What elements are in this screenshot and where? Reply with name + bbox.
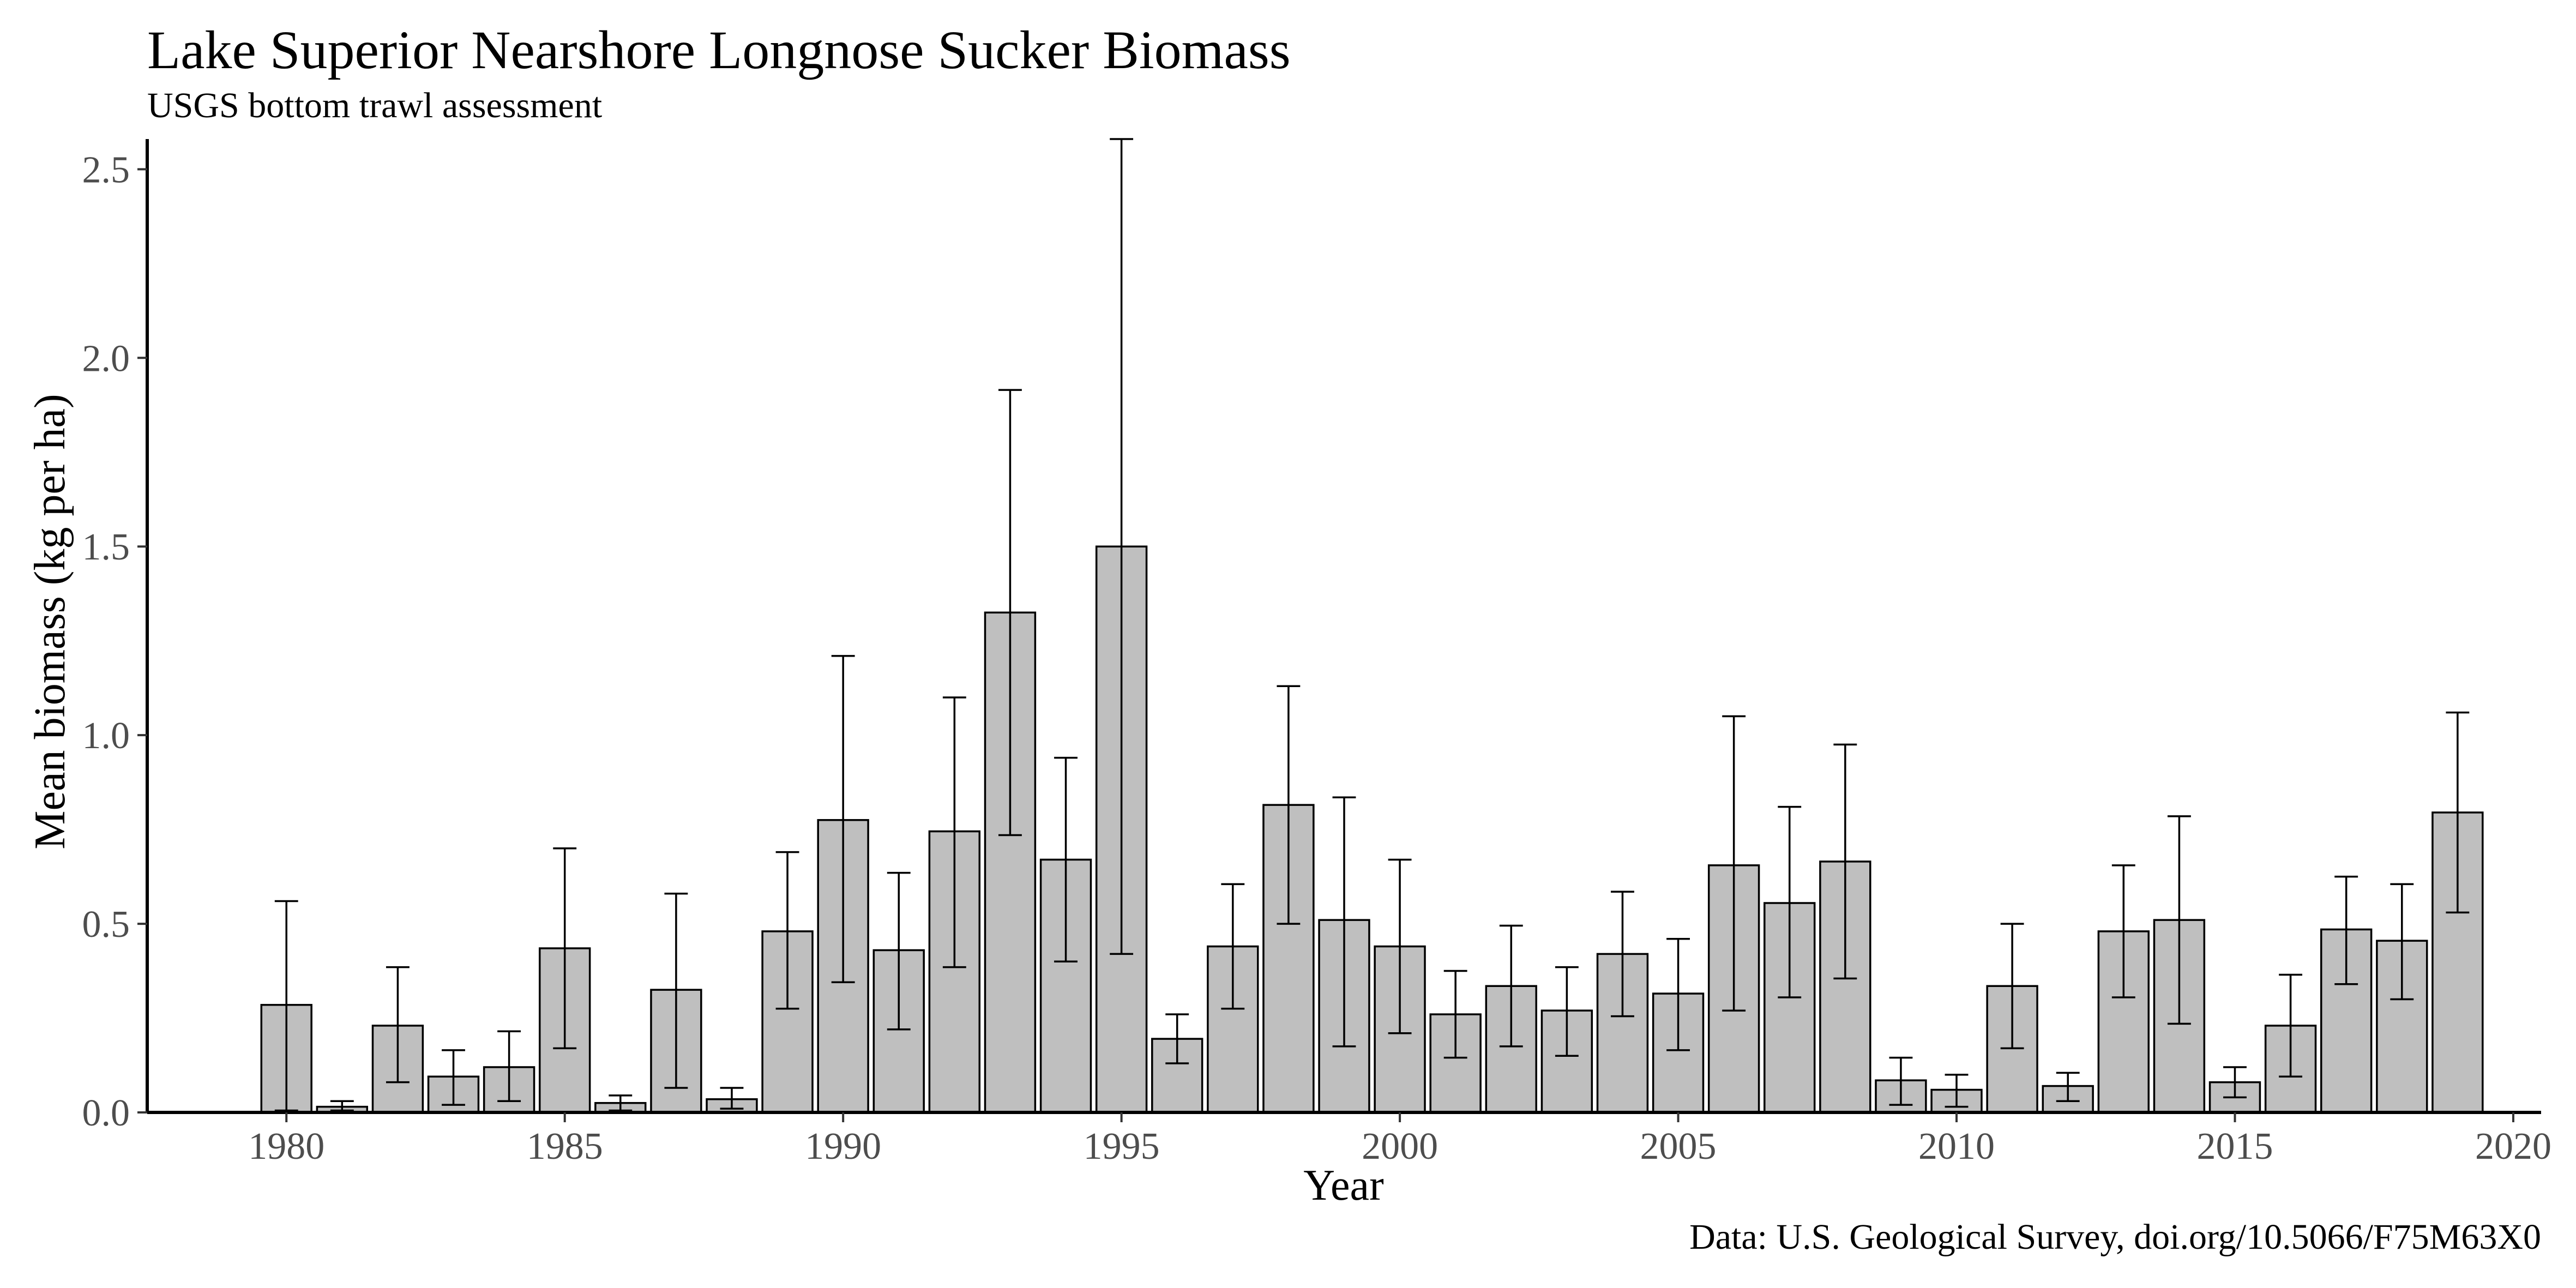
error-bar-1999 (1332, 796, 1356, 1048)
chart-title: Lake Superior Nearshore Longnose Sucker … (147, 20, 1291, 80)
error-bar-1998 (1277, 685, 1301, 925)
error-bar-2000 (1388, 858, 1412, 1034)
error-bars-group (274, 138, 2470, 1112)
axes-group (146, 139, 2541, 1114)
error-bar-1985 (553, 847, 577, 1050)
error-bar-1991 (887, 871, 911, 1031)
error-bar-1982 (386, 966, 410, 1084)
x-ticks-group: 1980 1985 1990 1995 2000 2005 2010 2015 2020 (248, 1112, 2551, 1167)
error-bar-1997 (1221, 883, 1245, 1010)
error-bar-1980 (274, 900, 298, 1112)
error-bar-1981 (330, 1100, 354, 1112)
error-bar-2001 (1443, 970, 1467, 1059)
error-bar-1990 (831, 655, 855, 984)
x-tick-label-1995: 1995 (1084, 1126, 1160, 1167)
error-bar-2007 (1778, 805, 1802, 998)
error-bar-2019 (2446, 711, 2470, 914)
bars-group (260, 545, 2484, 1114)
error-bar-2006 (1722, 715, 1746, 1012)
error-bar-2003 (1555, 966, 1579, 1057)
x-tick-label-1980: 1980 (248, 1126, 324, 1167)
error-bar-2010 (1945, 1074, 1969, 1108)
x-tick-label-2010: 2010 (1918, 1126, 1995, 1167)
y-tick-label-0.5: 0.5 (82, 904, 130, 946)
error-bar-2017 (2334, 875, 2358, 985)
error-bar-1983 (442, 1049, 465, 1106)
error-bar-2014 (2167, 815, 2191, 1025)
y-tick-label-1.5: 1.5 (82, 526, 130, 568)
error-bar-2009 (1889, 1056, 1913, 1106)
error-bar-1986 (609, 1094, 633, 1112)
x-tick-label-2005: 2005 (1640, 1126, 1717, 1167)
error-bar-1995 (1110, 138, 1134, 955)
error-bar-2011 (2000, 923, 2024, 1050)
error-bar-1989 (775, 851, 799, 1010)
x-tick-label-2020: 2020 (2475, 1126, 2551, 1167)
error-bar-1988 (720, 1087, 744, 1110)
error-bar-2013 (2111, 864, 2135, 998)
error-bar-1992 (942, 696, 966, 968)
x-axis-title: Year (1303, 1161, 1383, 1209)
error-bar-1993 (998, 389, 1022, 836)
chart-subtitle: USGS bottom trawl assessment (147, 86, 602, 125)
error-bar-2005 (1666, 937, 1690, 1051)
y-tick-label-0.0: 0.0 (82, 1092, 130, 1134)
error-bar-2012 (2056, 1072, 2080, 1102)
chart-caption: Data: U.S. Geological Survey, doi.org/10… (1689, 1217, 2541, 1257)
bar-1994 (1039, 858, 1092, 1114)
y-axis-title: Mean biomass (kg per ha) (26, 394, 74, 849)
error-bar-2016 (2279, 973, 2303, 1078)
y-ticks-group: 0.0 0.5 1.0 1.5 2.0 2.5 (82, 149, 147, 1134)
error-bar-2018 (2390, 883, 2414, 1001)
error-bar-1994 (1054, 756, 1078, 963)
x-tick-label-1985: 1985 (527, 1126, 603, 1167)
x-tick-label-2015: 2015 (2196, 1126, 2273, 1167)
y-tick-label-2.0: 2.0 (82, 338, 130, 380)
error-bar-2004 (1611, 890, 1634, 1018)
y-tick-label-1.0: 1.0 (82, 715, 130, 757)
error-bar-2015 (2223, 1066, 2247, 1099)
error-bar-1996 (1165, 1013, 1189, 1064)
error-bar-1987 (664, 892, 688, 1089)
x-tick-label-1990: 1990 (805, 1126, 881, 1167)
error-bar-1984 (497, 1030, 521, 1102)
error-bar-2002 (1499, 924, 1523, 1048)
y-tick-label-2.5: 2.5 (82, 149, 130, 191)
error-bar-2008 (1833, 743, 1857, 980)
x-tick-label-2000: 2000 (1362, 1126, 1438, 1167)
